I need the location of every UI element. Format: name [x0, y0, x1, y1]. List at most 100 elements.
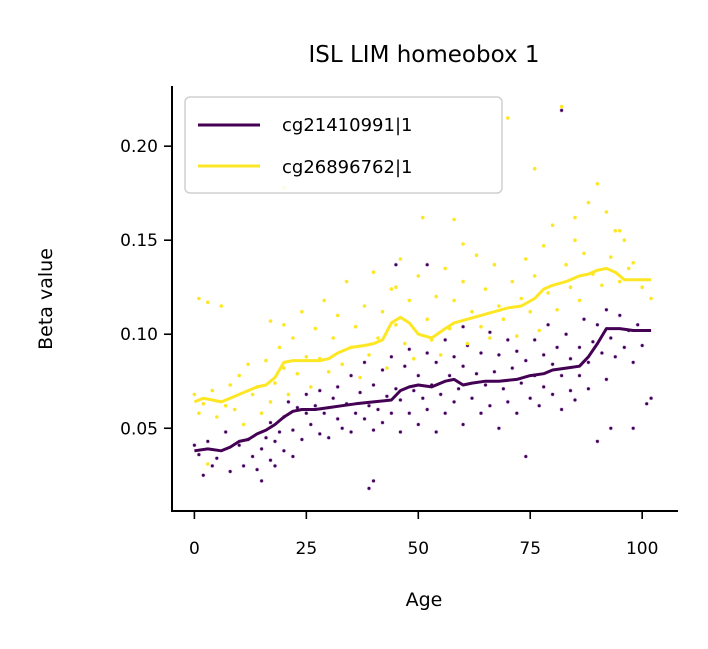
data-point-series-1	[259, 446, 264, 452]
data-point-series-1	[568, 356, 573, 361]
data-point-series-2	[304, 355, 309, 359]
data-point-series-2	[215, 415, 219, 419]
data-point-series-2	[438, 353, 443, 357]
data-point-series-1	[523, 454, 528, 459]
data-point-series-1	[317, 388, 322, 393]
data-point-series-1	[550, 362, 555, 367]
data-point-series-2	[465, 341, 470, 346]
data-point-series-1	[299, 437, 305, 442]
data-point-series-2	[403, 341, 407, 346]
data-point-series-1	[393, 262, 399, 267]
data-point-series-2	[613, 229, 618, 233]
data-point-series-1	[214, 456, 219, 461]
data-point-series-2	[273, 381, 277, 385]
data-point-series-2	[618, 229, 622, 233]
data-point-series-1	[259, 478, 264, 484]
data-point-series-1	[617, 313, 622, 318]
data-point-series-1	[461, 422, 466, 427]
data-point-series-1	[461, 324, 466, 329]
data-point-series-1	[255, 467, 260, 472]
data-point-series-2	[532, 274, 537, 278]
data-point-series-2	[546, 291, 550, 295]
data-point-series-1	[452, 354, 457, 359]
data-point-series-1	[201, 473, 206, 478]
data-point-series-2	[264, 358, 268, 363]
data-point-series-2	[362, 304, 367, 308]
data-point-series-2	[295, 371, 300, 376]
data-point-series-2	[510, 279, 515, 284]
data-point-series-1	[487, 403, 493, 408]
data-point-series-1	[290, 428, 296, 433]
data-point-series-2	[268, 319, 273, 323]
data-point-series-1	[362, 360, 367, 365]
data-point-series-1	[375, 407, 381, 412]
y-tick-label: 0.15	[120, 231, 158, 251]
data-point-series-1	[353, 411, 358, 416]
data-point-series-2	[313, 326, 318, 331]
data-point-series-1	[425, 407, 430, 412]
data-point-series-1	[263, 435, 269, 440]
data-point-series-2	[568, 285, 573, 290]
legend-label-1: cg21410991|1	[282, 115, 412, 136]
data-point-series-2	[622, 238, 627, 242]
data-point-series-1	[550, 392, 555, 397]
data-point-series-2	[573, 215, 577, 220]
data-point-series-2	[326, 370, 331, 374]
data-point-series-1	[514, 411, 519, 416]
data-point-series-1	[407, 411, 412, 416]
data-point-series-1	[577, 373, 582, 378]
x-tick-label: 0	[189, 539, 200, 559]
data-point-series-2	[376, 336, 380, 340]
legend: cg21410991|1 cg26896762|1	[184, 96, 503, 194]
data-point-series-1	[532, 337, 537, 343]
data-point-series-1	[322, 411, 327, 416]
data-point-series-2	[335, 313, 340, 318]
data-point-series-1	[559, 108, 564, 113]
data-point-series-2	[483, 287, 488, 291]
data-point-series-1	[389, 354, 394, 359]
data-point-series-2	[425, 317, 430, 322]
data-point-series-1	[438, 392, 443, 397]
data-point-series-1	[380, 367, 385, 373]
data-point-series-1	[604, 307, 609, 312]
data-point-series-2	[340, 362, 345, 367]
data-point-series-2	[268, 400, 273, 404]
legend-box	[184, 96, 503, 194]
data-point-series-1	[501, 386, 506, 391]
data-point-series-2	[192, 392, 197, 397]
data-point-series-1	[268, 458, 273, 463]
data-point-series-2	[259, 411, 264, 416]
data-point-series-2	[541, 244, 546, 248]
data-point-series-1	[335, 416, 340, 422]
data-point-series-2	[282, 366, 286, 370]
data-point-series-2	[241, 422, 246, 427]
data-point-series-2	[631, 261, 635, 265]
data-point-series-1	[523, 358, 528, 363]
data-point-series-1	[398, 397, 403, 403]
data-point-series-1	[349, 373, 354, 378]
data-point-series-2	[452, 217, 456, 222]
data-point-series-1	[241, 463, 246, 469]
data-point-series-1	[317, 431, 322, 437]
data-point-series-1	[402, 364, 407, 369]
data-point-series-1	[237, 443, 242, 448]
data-point-series-2	[649, 296, 653, 301]
trend-line-series-1	[194, 327, 652, 453]
data-point-series-1	[505, 337, 510, 343]
data-point-series-1	[313, 403, 318, 408]
y-tick-label: 0.10	[120, 325, 158, 345]
data-point-series-2	[197, 296, 201, 301]
data-point-series-1	[586, 386, 591, 391]
data-point-series-1	[281, 448, 287, 453]
data-point-series-1	[559, 373, 564, 378]
data-point-series-2	[237, 373, 241, 378]
data-point-series-1	[461, 364, 466, 369]
data-point-series-1	[478, 350, 484, 356]
data-point-series-1	[586, 360, 591, 365]
trend-layer	[193, 266, 652, 453]
data-point-series-2	[537, 328, 541, 333]
data-point-series-1	[425, 350, 430, 356]
y-ticks: 0.05 0.10 0.15 0.20	[120, 137, 172, 439]
data-point-series-1	[599, 350, 605, 356]
data-point-series-1	[595, 439, 600, 444]
